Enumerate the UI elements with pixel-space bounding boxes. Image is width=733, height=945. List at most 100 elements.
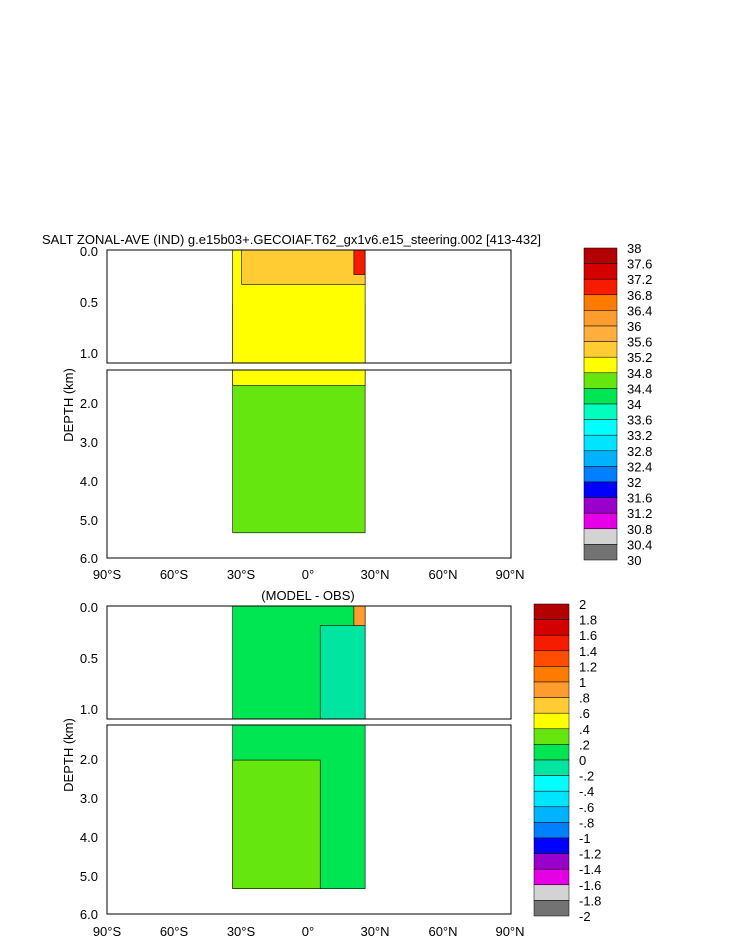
x-tick-label: 60°N — [428, 924, 457, 939]
y-axis-label: DEPTH (km) — [61, 718, 76, 792]
colorbar-label: 1.8 — [579, 613, 597, 628]
y-tick-label: 4.0 — [80, 474, 98, 489]
y-tick-label: 6.0 — [80, 907, 98, 922]
chart-title: (MODEL - OBS) — [261, 588, 354, 603]
colorbar-cell — [583, 388, 618, 405]
colorbar-label: 33.6 — [627, 413, 652, 428]
colorbar-cell — [533, 728, 570, 745]
region->36 — [353, 249, 366, 275]
field-upper — [232, 249, 366, 364]
colorbar-cell — [583, 310, 618, 327]
field-upper — [232, 605, 366, 720]
x-tick-label: 60°S — [160, 924, 189, 939]
colorbar-label: -.2 — [579, 769, 594, 784]
colorbar-label: 36.8 — [627, 288, 652, 303]
y-tick-label: 3.0 — [80, 435, 98, 450]
x-tick-label: 30°N — [360, 567, 389, 582]
y-tick-label: 5.0 — [80, 869, 98, 884]
y-tick-label: 6.0 — [80, 551, 98, 566]
colorbar-cell — [533, 603, 570, 620]
colorbar-cell — [583, 263, 618, 280]
colorbar-label: -.8 — [579, 815, 594, 830]
colorbar-cell — [533, 634, 570, 652]
chart-title: SALT ZONAL-AVE (IND) g.e15b03+.GECOIAF.T… — [42, 232, 541, 247]
colorbar-label: 31.2 — [627, 506, 652, 521]
x-tick-label: 90°N — [495, 924, 524, 939]
x-tick-label: 0° — [302, 567, 314, 582]
region-34.8-35.2 — [232, 369, 366, 386]
colorbar-cell — [583, 247, 618, 264]
colorbar-label: .6 — [579, 706, 590, 721]
colorbar-cell — [583, 372, 618, 389]
colorbar-cell — [583, 403, 618, 420]
y-tick-label: 1.0 — [80, 702, 98, 717]
colorbar-cell — [583, 419, 618, 436]
plot-frame-upper — [106, 249, 512, 364]
colorbar-cell — [583, 466, 618, 483]
colorbar-label: -1.6 — [579, 878, 601, 893]
colorbar: 3837.637.236.836.43635.635.234.834.43433… — [583, 241, 652, 568]
x-tick-label: 60°S — [160, 567, 189, 582]
panel-model-minus-obs: (MODEL - OBS) DEPTH (km) 0.0 0.5 1.0 2.0… — [61, 588, 601, 939]
colorbar-cell — [533, 775, 570, 792]
colorbar-cell — [533, 759, 570, 776]
colorbar-label: 36.4 — [627, 303, 652, 318]
colorbar-label: 33.2 — [627, 428, 652, 443]
colorbar-label: 32 — [627, 475, 641, 490]
colorbar-cell — [583, 544, 618, 561]
colorbar-cell — [533, 697, 570, 714]
colorbar-label: -1.2 — [579, 847, 601, 862]
colorbar-label: -.6 — [579, 800, 594, 815]
colorbar-cell — [583, 497, 618, 514]
y-tick-label: 2.0 — [80, 396, 98, 411]
region->0.4 — [353, 605, 366, 626]
y-axis-label: DEPTH (km) — [61, 368, 76, 442]
colorbar-cell — [533, 744, 570, 761]
colorbar-cell — [533, 900, 570, 917]
colorbar-cell — [583, 481, 618, 498]
colorbar-cell — [533, 822, 570, 839]
region--0.2-0 — [319, 625, 366, 720]
x-tick-label: 30°S — [227, 924, 256, 939]
colorbar-label: 1.6 — [579, 628, 597, 643]
colorbar-label: 1.2 — [579, 659, 597, 674]
colorbar-label: 37.2 — [627, 272, 652, 287]
x-tick-label: 0° — [302, 924, 314, 939]
region-35.2-35.6 — [241, 249, 366, 285]
y-ticks-lower: 2.0 3.0 4.0 5.0 6.0 — [80, 752, 98, 922]
colorbar-label: -1.4 — [579, 862, 601, 877]
panel-salt-zonal-ave: SALT ZONAL-AVE (IND) g.e15b03+.GECOIAF.T… — [42, 232, 652, 582]
colorbar-cell — [583, 356, 618, 374]
colorbar-label: 32.4 — [627, 459, 652, 474]
colorbar-label: 2 — [579, 597, 586, 612]
colorbar-cell — [583, 528, 618, 545]
x-tick-label: 90°N — [495, 567, 524, 582]
y-tick-label: 3.0 — [80, 791, 98, 806]
colorbar-label: 35.2 — [627, 350, 652, 365]
colorbar-label: -1 — [579, 831, 591, 846]
colorbar-label: 34 — [627, 397, 641, 412]
y-ticks-upper: 0.0 0.5 1.0 — [80, 244, 98, 361]
colorbar-label: 30.8 — [627, 522, 652, 537]
colorbar-cell — [583, 294, 618, 311]
y-tick-label: 0.0 — [80, 600, 98, 615]
colorbar-label: 38 — [627, 241, 641, 256]
y-ticks-lower: 2.0 3.0 4.0 5.0 6.0 — [80, 396, 98, 566]
y-tick-label: 1.0 — [80, 346, 98, 361]
x-tick-label: 30°S — [227, 567, 256, 582]
colorbar-cell — [583, 341, 618, 358]
colorbar-cell — [533, 837, 570, 854]
colorbar-cell — [533, 619, 570, 636]
colorbar-cell — [583, 434, 618, 452]
colorbar-cell — [533, 806, 570, 823]
y-tick-label: 2.0 — [80, 752, 98, 767]
field-lower — [232, 724, 366, 889]
colorbar-cell — [583, 450, 618, 467]
plot-frame-lower — [106, 369, 512, 559]
colorbar-cell — [533, 790, 570, 808]
x-ticks: 90°S 60°S 30°S 0° 30°N 60°N 90°N — [93, 924, 525, 939]
colorbar-label: 0 — [579, 753, 586, 768]
colorbar-label: 1 — [579, 675, 586, 690]
x-tick-label: 90°S — [93, 924, 122, 939]
region-34.4-34.8 — [232, 369, 366, 534]
